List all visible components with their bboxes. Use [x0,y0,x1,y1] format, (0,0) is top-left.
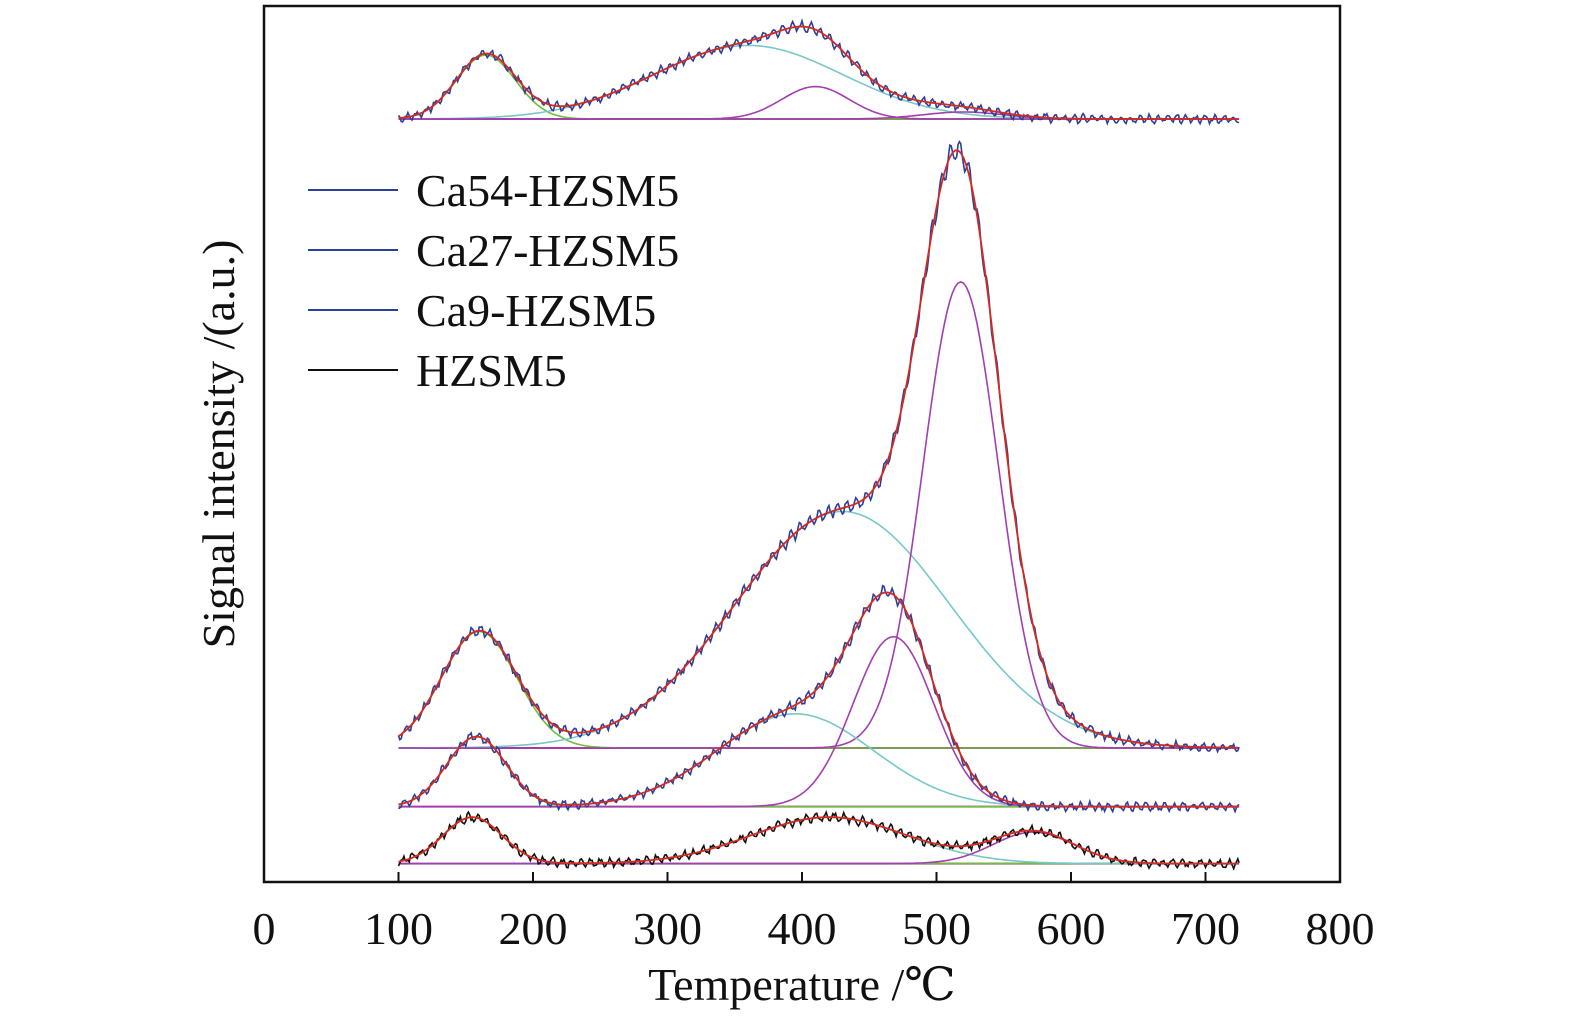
fitted-peak-mid [398,713,1238,808]
x-tick-label: 400 [768,903,837,954]
legend-label: Ca54-HZSM5 [416,165,679,216]
legend-label: Ca9-HZSM5 [416,285,656,336]
series-ca9-hzsm5 [398,584,1240,814]
x-tick-label: 500 [902,903,971,954]
legend-label: Ca27-HZSM5 [416,225,679,276]
x-axis-title: Temperature /℃ [648,959,956,1010]
legend-label: HZSM5 [416,345,567,396]
fit-envelope [398,816,1238,865]
fitted-peak-mid [398,510,1238,749]
x-tick-label: 700 [1171,903,1240,954]
fitted-peak-low [398,816,1238,865]
plot-frame [262,4,1342,884]
series-hzsm5 [397,810,1240,871]
x-tick-label: 100 [364,903,433,954]
series-ca27-hzsm5 [397,140,1240,754]
fitted-peak-mid [398,44,1238,120]
x-axis-ticks: 0 100 200 300 400 500 600 700 800 [253,872,1375,954]
x-tick-label: 300 [633,903,702,954]
x-tick-label: 200 [499,903,568,954]
series-ca54-hzsm5 [397,18,1240,126]
measured-signal [397,810,1240,871]
x-tick-label: 0 [253,903,276,954]
fitted-peak-high [398,281,1238,749]
measured-signal [398,584,1240,814]
series-layer [397,18,1240,871]
x-tick-label: 800 [1306,903,1375,954]
measured-signal [397,18,1240,126]
fitted-peak-mid [398,816,1238,865]
legend: Ca54-HZSM5 Ca27-HZSM5 Ca9-HZSM5 HZSM5 [308,165,679,396]
fit-envelope [397,149,1238,749]
x-tick-label: 600 [1037,903,1106,954]
fit-envelope [398,591,1238,808]
y-axis-title: Signal intensity /(a.u.) [193,240,244,649]
fitted-peak-high [398,635,1238,808]
fit-envelope [398,25,1238,120]
